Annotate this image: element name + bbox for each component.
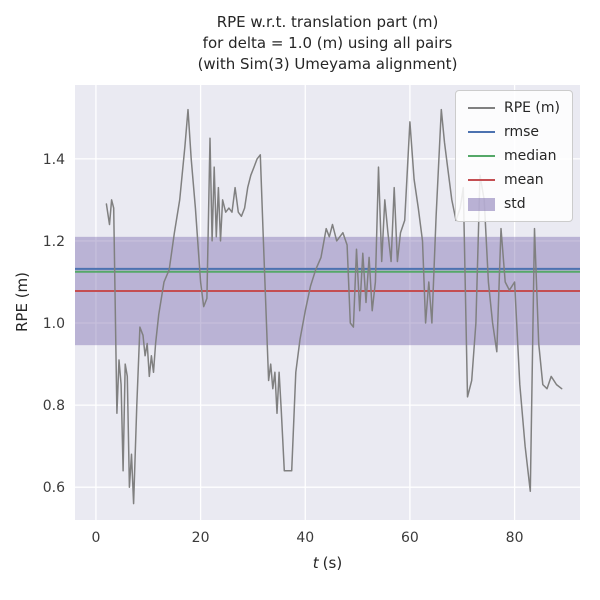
chart-title-line-3: (with Sim(3) Umeyama alignment): [197, 55, 458, 73]
x-axis-label-var: t: [312, 554, 319, 572]
legend-label: std: [503, 196, 526, 212]
y-tick-label: 1.0: [43, 316, 65, 332]
y-tick-label: 1.4: [43, 152, 65, 168]
x-axis-label-unit: (s): [322, 554, 343, 572]
legend-item-rmse: rmse: [467, 124, 560, 140]
legend-swatch-rmse: [467, 131, 495, 133]
x-tick-label: 20: [192, 530, 210, 546]
x-axis-label: t (s): [75, 554, 580, 572]
legend-item-std: std: [467, 196, 560, 212]
y-tick-label: 1.2: [43, 234, 65, 250]
rpe-line: [105, 108, 563, 505]
legend-swatch-std: [467, 197, 495, 211]
legend: RPE (m) rmse median mean std: [454, 90, 573, 222]
y-tick-label: 0.6: [43, 480, 65, 496]
legend-item-rpe-m: RPE (m): [467, 100, 560, 116]
legend-label: RPE (m): [503, 100, 560, 116]
legend-item-median: median: [467, 148, 560, 164]
legend-item-mean: mean: [467, 172, 560, 188]
legend-swatch-rpe-m: [467, 107, 495, 109]
legend-label: mean: [503, 172, 544, 188]
x-tick-label: 60: [401, 530, 419, 546]
legend-swatch-median: [467, 155, 495, 157]
x-tick-label: 80: [506, 530, 524, 546]
y-axis-label: RPE (m): [13, 271, 31, 333]
legend-label: median: [503, 148, 557, 164]
chart-title-line-1: RPE w.r.t. translation part (m): [216, 13, 439, 31]
chart-title-line-2: for delta = 1.0 (m) using all pairs: [202, 34, 453, 52]
x-tick-label: 0: [91, 530, 100, 546]
chart-title: RPE w.r.t. translation part (m) for delt…: [75, 12, 580, 75]
legend-swatch-mean: [467, 179, 495, 181]
x-tick-label: 40: [296, 530, 314, 546]
y-tick-label: 0.8: [43, 398, 65, 414]
legend-label: rmse: [503, 124, 540, 140]
